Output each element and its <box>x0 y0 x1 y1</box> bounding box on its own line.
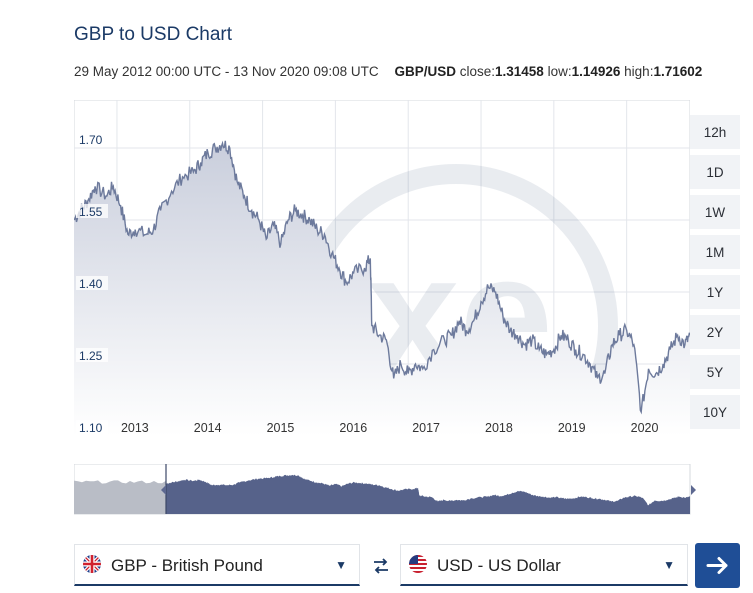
high-label: high: <box>624 64 654 79</box>
x-tick-label: 2016 <box>339 421 367 435</box>
y-tick-label: 1.55 <box>79 205 103 219</box>
to-currency-label: USD - US Dollar <box>437 556 561 575</box>
range-1w-button[interactable]: 1W <box>690 195 740 229</box>
navigator-left-handle[interactable] <box>161 485 166 495</box>
y-tick-label: 1.70 <box>79 133 103 147</box>
price-line <box>74 140 690 415</box>
range-1y-button[interactable]: 1Y <box>690 275 740 309</box>
range-10y-button[interactable]: 10Y <box>690 395 740 429</box>
range-1m-button[interactable]: 1M <box>690 235 740 269</box>
range-selector: 12h 1D 1W 1M 1Y 2Y 5Y 10Y <box>690 115 740 435</box>
x-tick-label: 2013 <box>121 421 149 435</box>
convert-submit-button[interactable] <box>695 543 740 588</box>
uk-flag-icon <box>83 555 101 573</box>
y-tick-label-bg <box>76 132 108 146</box>
x-tick-label: 2020 <box>631 421 659 435</box>
chevron-down-icon: ▼ <box>335 558 347 572</box>
y-tick-label: 1.25 <box>79 349 103 363</box>
chevron-down-icon: ▼ <box>663 558 675 572</box>
range-1d-button[interactable]: 1D <box>690 155 740 189</box>
close-label: close: <box>459 64 495 79</box>
x-tick-label: 2017 <box>412 421 440 435</box>
y-tick-label-bg <box>76 420 108 434</box>
x-tick-label: 2014 <box>194 421 222 435</box>
y-tick-label-bg <box>76 204 108 218</box>
range-12h-button[interactable]: 12h <box>690 115 740 149</box>
y-tick-label-bg <box>76 348 108 362</box>
y-tick-label-bg <box>76 276 108 290</box>
date-range: 29 May 2012 00:00 UTC - 13 Nov 2020 09:0… <box>74 64 379 79</box>
low-label: low: <box>547 64 572 79</box>
to-currency-select[interactable]: USD - US Dollar ▼ <box>400 544 688 586</box>
high-value: 1.71602 <box>653 64 703 79</box>
arrow-right-icon <box>706 557 728 574</box>
y-tick-label: 1.10 <box>79 421 103 435</box>
chart-title: GBP to USD Chart <box>74 24 233 45</box>
navigator-unselected-area <box>74 480 166 514</box>
navigator-selected-area <box>166 474 690 514</box>
x-tick-label: 2015 <box>267 421 295 435</box>
from-currency-select[interactable]: GBP - British Pound ▼ <box>74 544 360 586</box>
navigator[interactable] <box>74 464 696 516</box>
x-tick-label: 2019 <box>558 421 586 435</box>
range-2y-button[interactable]: 2Y <box>690 315 740 349</box>
price-chart[interactable]: xe 1.701.551.401.251.10 2013 2014 2015 2016… <box>74 100 690 436</box>
swap-arrows-icon[interactable] <box>371 556 391 576</box>
range-5y-button[interactable]: 5Y <box>690 355 740 389</box>
close-value: 1.31458 <box>495 64 544 79</box>
us-flag-icon <box>409 555 427 573</box>
y-tick-label: 1.40 <box>79 277 103 291</box>
chart-subtitle: 29 May 2012 00:00 UTC - 13 Nov 2020 09:0… <box>74 64 702 79</box>
currency-pair: GBP/USD <box>394 64 456 79</box>
low-value: 1.14926 <box>571 64 621 79</box>
navigator-right-handle[interactable] <box>691 485 696 495</box>
price-area <box>74 140 690 436</box>
from-currency-label: GBP - British Pound <box>111 556 263 575</box>
x-tick-label: 2018 <box>485 421 513 435</box>
